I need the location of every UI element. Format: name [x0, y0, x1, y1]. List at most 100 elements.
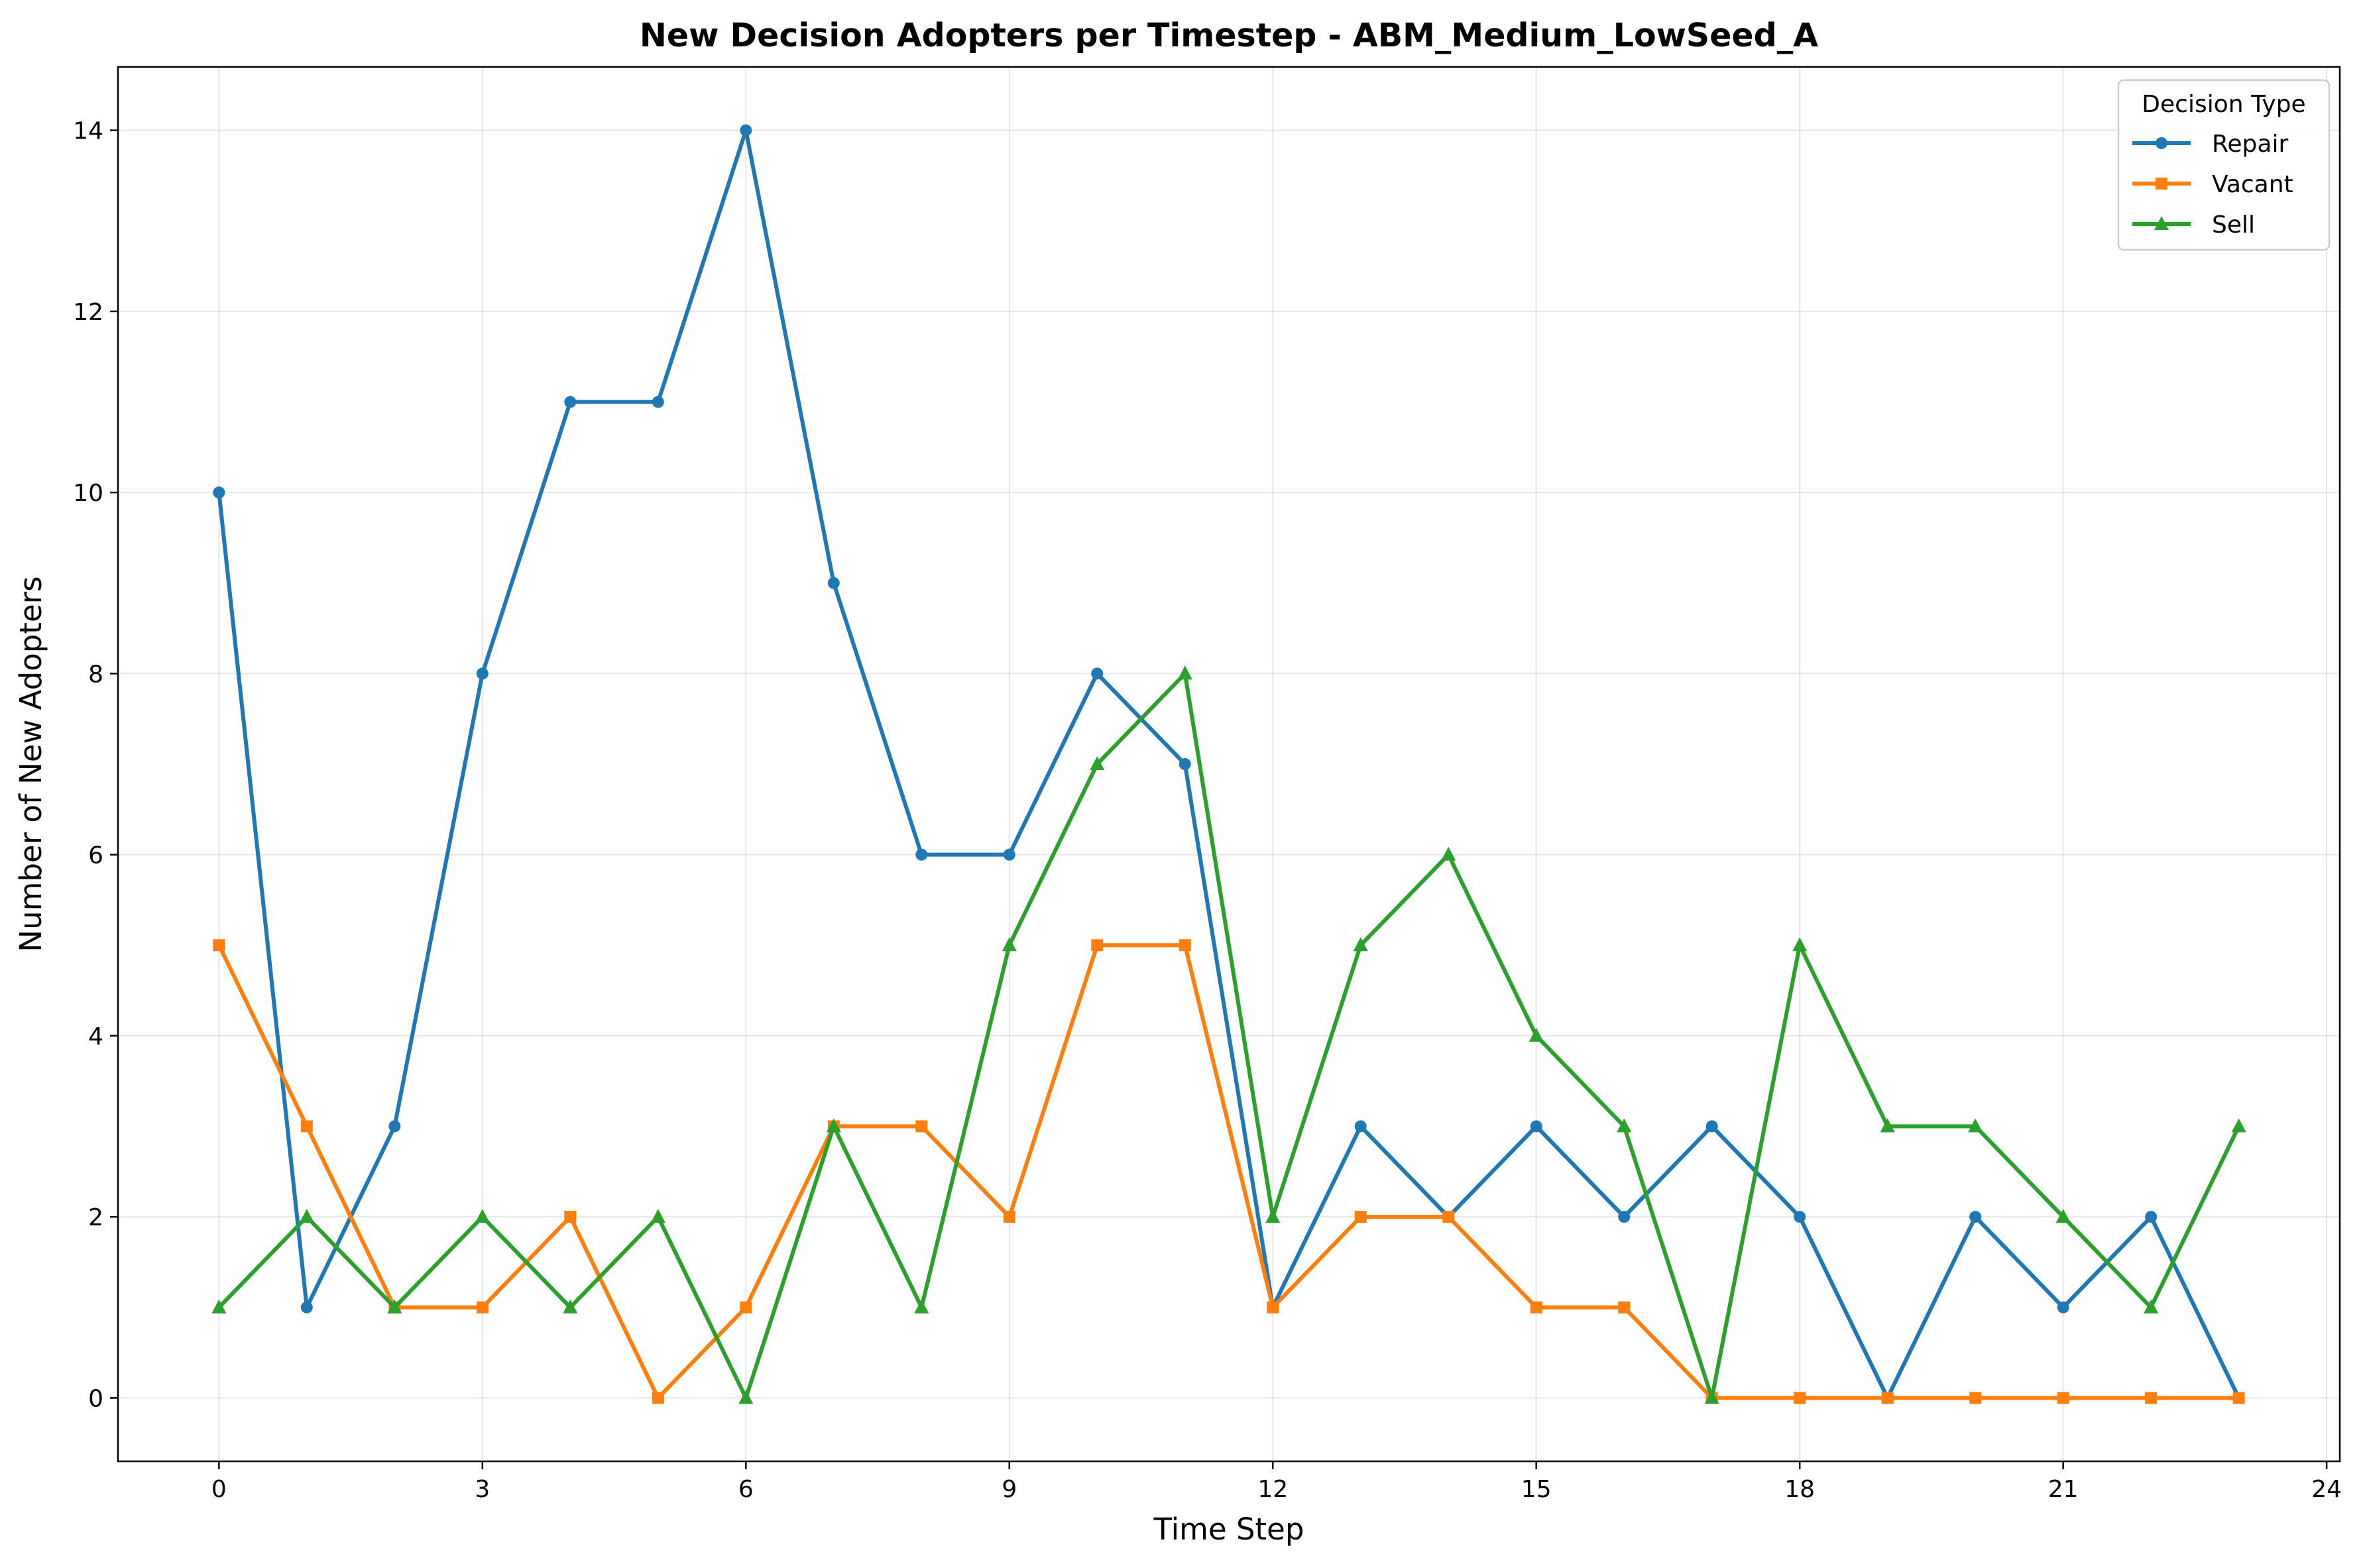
data-point-sell: [1792, 937, 1808, 952]
legend-item-sell: Sell: [2132, 211, 2255, 239]
legend-swatch-marker: [2156, 178, 2167, 190]
data-point-repair: [564, 396, 577, 408]
legend-entries: Repair Vacant Sell: [2132, 131, 2293, 239]
plot-frame: [117, 66, 2341, 1463]
data-point-sell: [1353, 937, 1368, 952]
data-point-repair: [1530, 1120, 1542, 1133]
series-line-vacant: [217, 943, 2241, 1400]
data-point-sell: [299, 1209, 314, 1223]
series-sell: [211, 665, 2246, 1404]
data-point-sell: [1002, 937, 1017, 952]
data-point-sell: [2144, 1299, 2159, 1314]
data-point-sell: [1968, 1118, 1983, 1133]
data-point-repair: [2057, 1301, 2069, 1314]
data-point-vacant: [476, 1301, 489, 1314]
x-tick-label: 9: [1002, 1476, 1017, 1503]
data-point-sell: [2231, 1118, 2246, 1133]
y-tick-label: 10: [73, 480, 103, 507]
data-point-repair: [827, 577, 840, 589]
data-point-sell: [1617, 1118, 1632, 1133]
data-point-vacant: [1442, 1211, 1455, 1223]
data-point-vacant: [213, 939, 225, 952]
data-point-vacant: [564, 1211, 577, 1223]
data-point-vacant: [740, 1301, 752, 1314]
y-tick-label: 8: [88, 661, 103, 688]
y-tick-label: 4: [88, 1023, 103, 1050]
y-axis-label: Number of New Adopters: [13, 576, 48, 952]
x-tick-label: 12: [1257, 1476, 1288, 1503]
data-point-vacant: [2232, 1392, 2245, 1404]
data-point-vacant: [1354, 1211, 1367, 1223]
data-point-sell: [1441, 846, 1456, 861]
chart-title: New Decision Adopters per Timestep - ABM…: [640, 17, 1818, 54]
data-point-vacant: [1618, 1301, 1631, 1314]
data-point-repair: [1705, 1120, 1718, 1133]
data-point-vacant: [1881, 1392, 1894, 1404]
data-point-vacant: [300, 1120, 313, 1133]
data-point-sell: [1090, 756, 1105, 770]
legend-swatch-marker: [2156, 137, 2167, 149]
legend-title: Decision Type: [2142, 91, 2305, 118]
data-point-repair: [1179, 758, 1191, 770]
x-tick-label: 0: [211, 1476, 227, 1503]
data-point-vacant: [1969, 1392, 1982, 1404]
data-point-sell: [1177, 665, 1192, 680]
x-tick-label: 24: [2311, 1476, 2342, 1503]
data-point-sell: [1880, 1118, 1895, 1133]
y-tick-label: 2: [88, 1204, 103, 1231]
y-tick-label: 14: [73, 118, 103, 145]
data-point-repair: [1618, 1211, 1631, 1223]
data-point-sell: [826, 1118, 841, 1133]
data-point-sell: [475, 1209, 490, 1223]
data-point-repair: [300, 1301, 313, 1314]
data-point-repair: [1091, 667, 1104, 680]
x-tick-label: 3: [475, 1476, 490, 1503]
x-tick-label: 15: [1521, 1476, 1552, 1503]
legend: Decision Type Repair Vacant Sell: [2117, 79, 2331, 251]
data-point-repair: [1794, 1211, 1806, 1223]
data-point-sell: [1704, 1390, 1719, 1404]
data-point-sell: [1528, 1027, 1544, 1042]
data-point-sell: [387, 1299, 402, 1314]
data-point-repair: [740, 124, 752, 137]
data-point-vacant: [1530, 1301, 1542, 1314]
series-line-sell: [217, 671, 2241, 1400]
x-tick-label: 18: [1784, 1476, 1815, 1503]
data-point-repair: [1969, 1211, 1982, 1223]
data-point-vacant: [1091, 939, 1104, 952]
legend-swatch-marker: [2154, 216, 2169, 230]
data-point-vacant: [652, 1392, 664, 1404]
series-line-repair: [217, 128, 2241, 1400]
data-point-vacant: [1794, 1392, 1806, 1404]
x-tick-label: 21: [2048, 1476, 2079, 1503]
data-point-repair: [1354, 1120, 1367, 1133]
legend-label-vacant: Vacant: [2212, 171, 2293, 198]
data-point-repair: [476, 667, 489, 680]
data-point-repair: [213, 486, 225, 499]
data-point-repair: [388, 1120, 401, 1133]
x-tick-label: 6: [738, 1476, 754, 1503]
data-point-vacant: [2145, 1392, 2158, 1404]
data-point-vacant: [2057, 1392, 2069, 1404]
legend-item-vacant: Vacant: [2132, 171, 2293, 198]
data-point-repair: [2145, 1211, 2158, 1223]
legend-label-repair: Repair: [2212, 131, 2288, 158]
data-point-sell: [914, 1299, 929, 1314]
data-point-vacant: [1179, 939, 1191, 952]
legend-label-sell: Sell: [2212, 211, 2255, 239]
x-axis-label: Time Step: [1153, 1512, 1304, 1547]
data-point-repair: [915, 848, 928, 861]
data-point-sell: [2055, 1209, 2071, 1223]
y-tick-label: 6: [88, 842, 103, 869]
data-point-sell: [738, 1390, 754, 1404]
data-point-sell: [563, 1299, 578, 1314]
data-point-sell: [1265, 1209, 1281, 1223]
legend-box: [2117, 79, 2331, 251]
data-point-vacant: [1003, 1211, 1015, 1223]
data-point-sell: [650, 1209, 665, 1223]
data-point-vacant: [1267, 1301, 1279, 1314]
legend-item-repair: Repair: [2132, 131, 2288, 158]
